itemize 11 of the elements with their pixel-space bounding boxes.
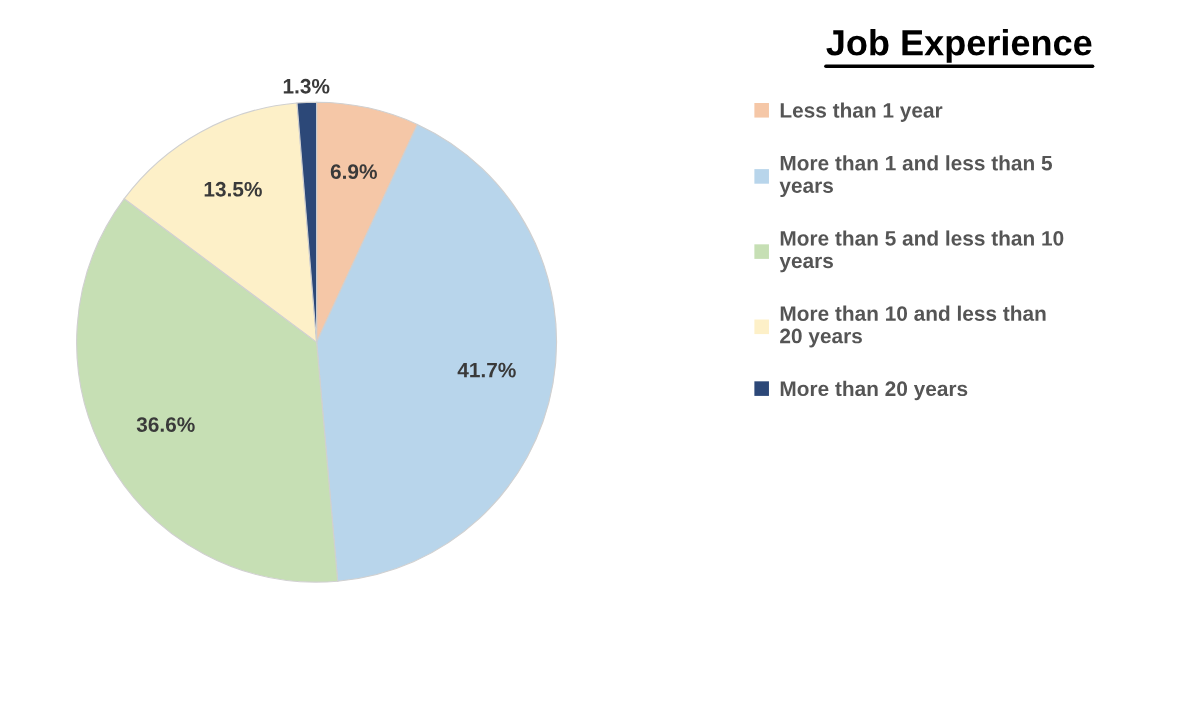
- data-label: 13.5%: [204, 181, 262, 197]
- data-label: 41.7%: [457, 362, 516, 378]
- legend-label: More than 5 and less than 10 years: [779, 230, 1064, 273]
- legend-label: More than 20 years: [780, 380, 968, 401]
- data-label: 36.6%: [136, 417, 195, 432]
- data-label: 6.9%: [330, 164, 377, 180]
- legend-label: More than 1 and less than 5 years: [779, 155, 1053, 198]
- chart-title: Job Experience: [826, 29, 1092, 63]
- legend-label: Less than 1 year: [780, 102, 943, 122]
- data-label: 1.3%: [283, 78, 330, 94]
- legend-label: More than 10 and less than 20 years: [780, 305, 1046, 348]
